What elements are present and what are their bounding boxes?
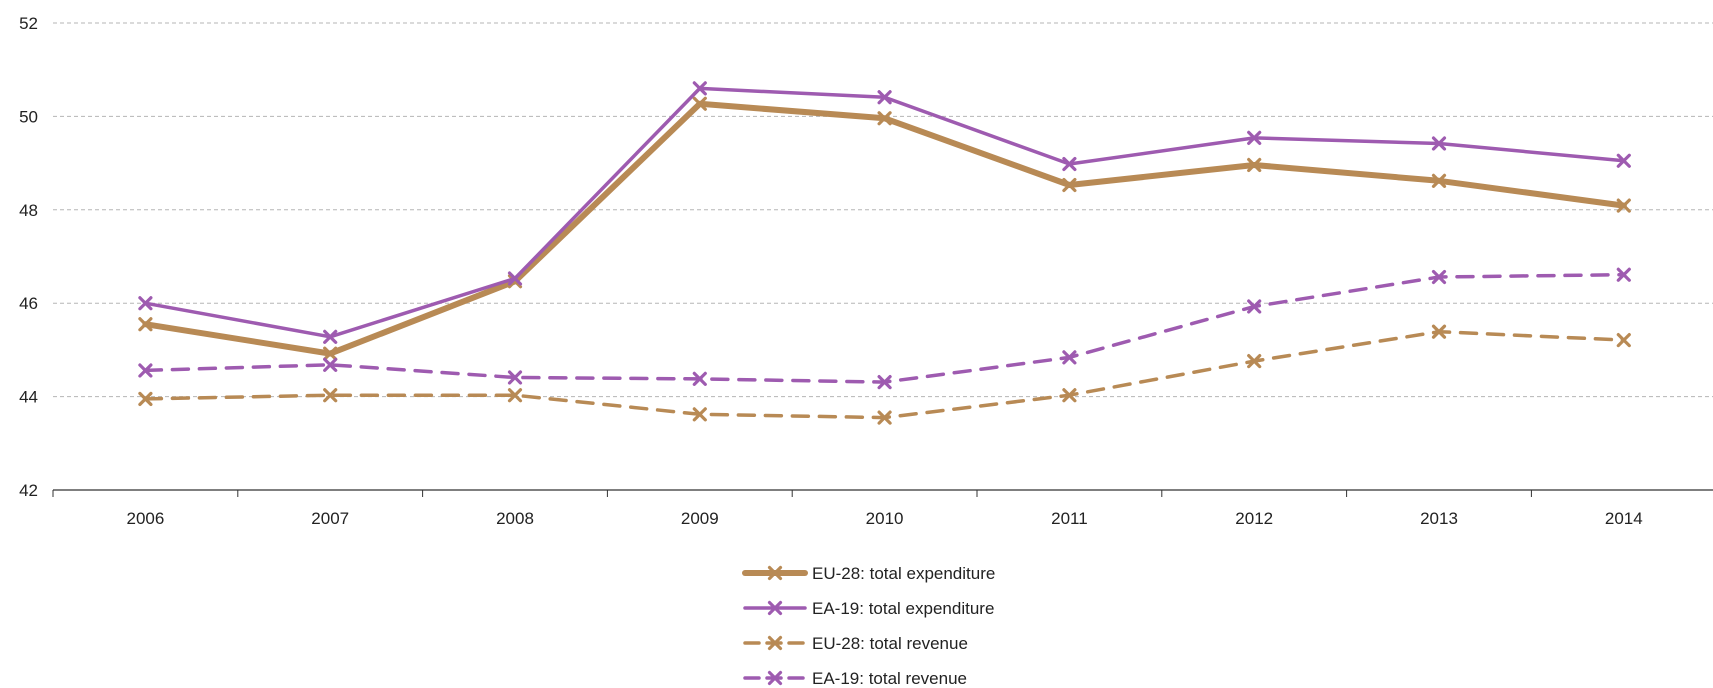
data-point	[1247, 299, 1262, 314]
y-tick-label: 44	[19, 388, 38, 407]
data-point	[138, 296, 153, 311]
y-tick-label: 48	[19, 201, 38, 220]
series-line	[143, 272, 1626, 384]
x-tick-label: 2012	[1235, 509, 1273, 528]
legend-item: EU-28: total revenue	[743, 634, 968, 653]
x-tick-label: 2014	[1605, 509, 1643, 528]
data-point	[767, 635, 783, 651]
data-point	[507, 274, 523, 289]
data-point	[877, 375, 892, 390]
data-point	[1247, 130, 1262, 145]
x-tick-label: 2007	[311, 509, 349, 528]
legend-item: EU-28: total expenditure	[742, 564, 995, 583]
legend-item: EA-19: total expenditure	[743, 599, 994, 618]
data-point	[1062, 177, 1077, 193]
data-point	[323, 357, 338, 372]
data-point	[692, 96, 707, 111]
data-point	[1431, 136, 1447, 151]
data-point	[507, 271, 523, 286]
y-tick-label: 50	[19, 107, 38, 126]
x-axis: 2006 2007 2008 2009 2010 2011 2012 2013 2014	[52, 489, 1713, 528]
y-tick-label: 52	[19, 14, 38, 33]
data-point	[692, 371, 707, 386]
y-tick-label: 42	[19, 481, 38, 500]
data-point	[1616, 198, 1631, 213]
data-point	[1062, 156, 1077, 172]
data-point	[1431, 269, 1447, 285]
data-point	[877, 90, 892, 105]
data-point	[1062, 388, 1077, 403]
series-line	[143, 329, 1626, 420]
legend-label: EU-28: total revenue	[812, 634, 968, 653]
gridlines	[53, 22, 1713, 398]
x-tick-label: 2008	[496, 509, 534, 528]
legend-item: EA-19: total revenue	[743, 669, 967, 688]
y-axis-tick-labels: 42 44 46 48 50 52	[19, 14, 38, 500]
data-point	[323, 388, 338, 403]
data-point	[1616, 153, 1631, 168]
data-point	[1062, 350, 1077, 365]
x-tick-label: 2013	[1420, 509, 1458, 528]
x-tick-label: 2009	[681, 509, 719, 528]
series-lines	[138, 81, 1631, 425]
data-point	[138, 391, 153, 407]
data-point	[877, 410, 892, 425]
data-point	[1431, 173, 1447, 188]
legend: EU-28: total expenditure EA-19: total exp…	[742, 564, 995, 688]
series-1	[138, 96, 1631, 361]
data-point	[767, 565, 783, 581]
data-point	[1616, 267, 1631, 282]
legend-label: EA-19: total revenue	[812, 669, 967, 688]
data-point	[767, 600, 783, 616]
data-point	[1247, 157, 1262, 173]
data-point	[323, 346, 338, 361]
series-2	[138, 81, 1631, 344]
data-point	[1431, 324, 1447, 339]
data-point	[767, 670, 783, 686]
data-point	[138, 363, 153, 378]
series-line	[143, 86, 1626, 339]
data-point	[1247, 354, 1262, 369]
y-tick-label: 46	[19, 294, 38, 313]
legend-label: EA-19: total expenditure	[812, 599, 994, 618]
series-4	[138, 267, 1631, 390]
x-tick-label: 2011	[1051, 509, 1088, 528]
data-point	[507, 370, 523, 385]
data-point	[692, 407, 707, 422]
data-point	[692, 81, 707, 96]
x-tick-label: 2006	[126, 509, 164, 528]
data-point	[323, 329, 338, 344]
data-point	[1616, 332, 1631, 348]
legend-label: EU-28: total expenditure	[812, 564, 995, 583]
data-point	[507, 388, 523, 403]
data-point	[877, 111, 892, 126]
series-3	[138, 324, 1631, 425]
x-tick-label: 2010	[866, 509, 904, 528]
data-point	[138, 317, 153, 332]
